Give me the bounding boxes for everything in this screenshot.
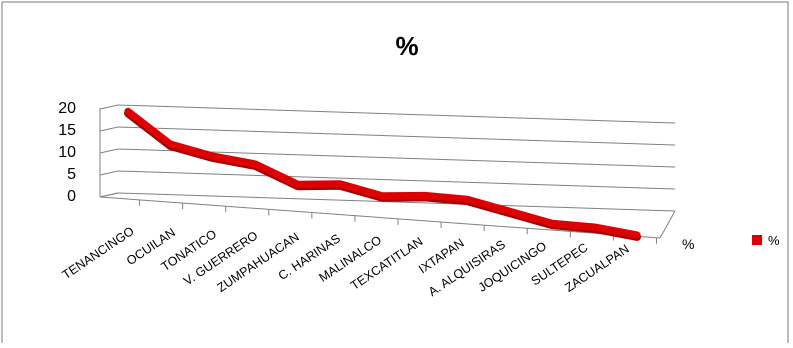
gridline-side bbox=[99, 148, 119, 154]
gridline-side bbox=[99, 104, 119, 110]
axis-layer bbox=[99, 108, 676, 244]
chart-title: % bbox=[395, 31, 418, 61]
data-point bbox=[466, 198, 468, 200]
y-tick-label: 15 bbox=[58, 122, 76, 139]
data-point bbox=[636, 234, 638, 236]
depth-axis-line bbox=[659, 210, 676, 239]
y-tick-label: 5 bbox=[67, 166, 76, 183]
gridline-side bbox=[99, 126, 119, 132]
legend-label: % bbox=[768, 233, 780, 248]
y-tick-label: 10 bbox=[58, 144, 76, 161]
depth-axis-label: % bbox=[682, 236, 694, 252]
data-point bbox=[254, 163, 256, 165]
legend: % bbox=[752, 233, 780, 248]
gridline bbox=[117, 104, 676, 124]
gridline bbox=[117, 192, 676, 212]
data-point bbox=[509, 210, 511, 212]
data-point bbox=[212, 155, 214, 157]
data-point bbox=[551, 222, 553, 224]
y-tick-label: 0 bbox=[67, 188, 76, 205]
depth-axis-left bbox=[99, 192, 119, 198]
series-layer bbox=[124, 107, 641, 241]
data-point bbox=[382, 195, 383, 197]
data-point bbox=[594, 226, 596, 228]
data-point bbox=[339, 183, 341, 185]
gridline bbox=[117, 170, 676, 190]
legend-swatch bbox=[752, 235, 762, 245]
data-point bbox=[127, 110, 129, 112]
y-tick-label: 20 bbox=[58, 100, 76, 117]
gridline-side bbox=[99, 170, 119, 176]
gridline bbox=[117, 126, 676, 146]
data-point bbox=[424, 194, 426, 196]
data-point bbox=[297, 183, 299, 185]
x-axis-line bbox=[99, 196, 661, 239]
data-point bbox=[169, 143, 171, 145]
